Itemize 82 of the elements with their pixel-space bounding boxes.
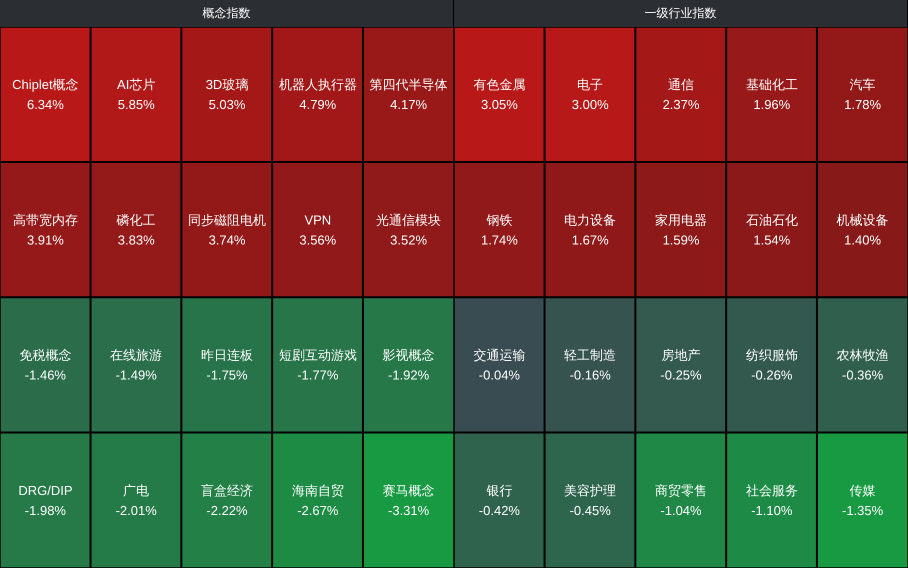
category-label: 轻工制造 (564, 348, 616, 363)
data-label: -1.46% (24, 368, 66, 383)
data-label: 2.37% (662, 97, 700, 112)
category-label: 在线旅游 (110, 348, 162, 363)
data-label: 1.40% (844, 232, 882, 248)
data-label: 1.74% (480, 232, 518, 248)
data-label: -0.25% (660, 368, 702, 383)
category-label: Chiplet概念 (12, 77, 79, 92)
category-label: 短剧互动游戏 (278, 348, 357, 363)
category-label: DRG/DIP (18, 482, 72, 498)
category-label: 机械设备 (836, 212, 889, 228)
category-label: 房地产 (662, 348, 700, 363)
category-label: 美容护理 (564, 482, 616, 498)
category-label: 社会服务 (746, 482, 798, 498)
category-label: 昨日连板 (201, 348, 253, 363)
category-label: 光通信模块 (376, 212, 442, 228)
category-label: 农林牧渔 (836, 348, 889, 363)
category-label: 商贸零售 (655, 482, 707, 498)
category-label: 赛马概念 (382, 482, 435, 498)
data-label: 3.05% (480, 97, 518, 112)
data-label: -0.04% (478, 368, 520, 383)
data-label: -2.01% (116, 502, 158, 518)
category-label: 有色金属 (473, 77, 526, 92)
category-label: 海南自贸 (292, 482, 344, 498)
data-label: 5.85% (118, 97, 156, 112)
data-label: -2.22% (206, 502, 248, 518)
data-label: -1.04% (660, 502, 702, 518)
data-label: 1.96% (753, 97, 791, 112)
data-label: -1.49% (116, 368, 158, 383)
category-label: 机器人执行器 (278, 77, 357, 92)
data-label: -0.26% (751, 368, 793, 383)
data-label: -1.75% (206, 368, 248, 383)
category-label: VPN (304, 212, 332, 228)
category-label: 高带宽内存 (12, 212, 78, 228)
category-label: 影视概念 (382, 348, 435, 363)
data-label: 1.78% (844, 97, 882, 112)
category-label: 基础化工 (746, 77, 798, 92)
data-label: 1.67% (572, 232, 610, 248)
text: 一级行业指数 (454, 0, 908, 27)
category-label: 钢铁 (485, 212, 512, 228)
category-label: 纺织服饰 (746, 348, 798, 363)
data-label: -0.16% (570, 368, 612, 383)
data-label: -2.67% (297, 502, 339, 518)
data-label: 4.17% (390, 97, 428, 112)
data-label: 3.91% (26, 232, 64, 248)
category-label: 家用电器 (655, 212, 707, 228)
data-label: 3.74% (208, 232, 246, 248)
category-label: 同步磁阻电机 (188, 212, 266, 228)
data-label: 3.83% (118, 232, 156, 248)
data-label: -3.31% (388, 502, 430, 518)
data-label: -0.45% (570, 502, 612, 518)
data-label: -1.98% (24, 502, 66, 518)
category-label: 交通运输 (473, 348, 526, 363)
category-label: 磷化工 (116, 212, 156, 228)
data-label: -1.35% (842, 502, 884, 518)
category-label: 传媒 (850, 482, 876, 498)
category-label: 电子 (577, 77, 604, 92)
category-label: 第四代半导体 (370, 77, 448, 92)
category-label: 银行 (485, 482, 512, 498)
category-label: 电力设备 (564, 212, 616, 228)
data-label: 1.59% (662, 232, 700, 248)
data-label: -1.92% (388, 368, 430, 383)
text: 概念指数 (0, 0, 454, 27)
data-label: 3.56% (299, 232, 337, 248)
data-label: 3.52% (390, 232, 428, 248)
data-label: -1.77% (297, 368, 339, 383)
data-label: 5.03% (208, 97, 246, 112)
data-label: -1.10% (751, 502, 793, 518)
category-label: 石油石化 (746, 212, 798, 228)
data-label: 6.34% (26, 97, 64, 112)
category-label: 广电 (123, 482, 150, 498)
category-label: 通信 (668, 77, 694, 92)
category-label: 汽车 (850, 77, 876, 92)
data-label: -0.42% (478, 502, 520, 518)
data-label: -0.36% (842, 368, 884, 383)
category-label: AI芯片 (117, 77, 156, 92)
category-label: 盲盒经济 (201, 482, 253, 498)
data-label: 3.00% (572, 97, 610, 112)
category-label: 3D玻璃 (206, 77, 248, 92)
category-label: 免税概念 (19, 348, 72, 363)
data-label: 4.79% (299, 97, 337, 112)
data-label: 1.54% (753, 232, 791, 248)
